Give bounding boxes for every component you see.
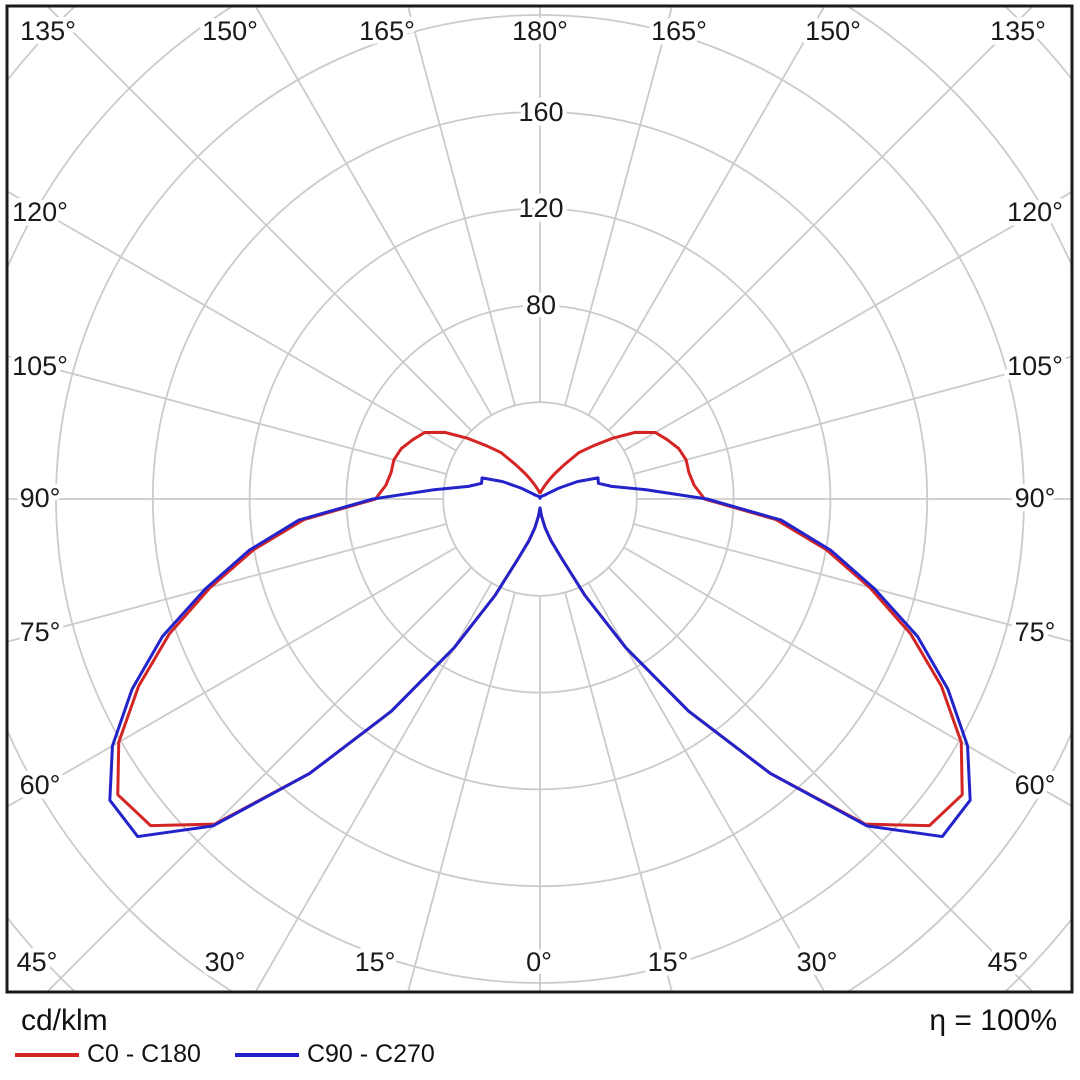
grid-radial-line: [633, 523, 1072, 643]
grid-radial-line: [564, 6, 674, 406]
legend-item-c0-c180: C0 - C180: [15, 1040, 201, 1069]
grid-radial-line: [587, 6, 826, 416]
grid-radial-line: [254, 582, 493, 992]
angle-label: 0°: [526, 947, 552, 977]
angle-label: 45°: [988, 947, 1029, 977]
angle-label: 165°: [359, 16, 415, 46]
radial-label: 160: [518, 97, 563, 127]
curve-c90-c270: [108, 476, 972, 839]
grid-radial-line: [564, 592, 674, 992]
angle-label: 15°: [648, 947, 689, 977]
grid-radial-line: [254, 6, 493, 416]
grid-radial-line: [7, 355, 447, 475]
angle-label: 105°: [1007, 351, 1063, 381]
angle-label: 105°: [12, 351, 68, 381]
angle-label: 60°: [20, 770, 61, 800]
grid-radial-line: [7, 546, 457, 808]
grid-radial-line: [587, 582, 826, 992]
angle-label: 90°: [1015, 483, 1056, 513]
grid-radial-line: [45, 6, 473, 432]
radial-label: 120: [518, 193, 563, 223]
legend-line-blue: [234, 1052, 299, 1057]
angle-label: 150°: [202, 16, 258, 46]
grid-radial-line: [633, 355, 1072, 475]
angle-label: 150°: [805, 16, 861, 46]
angle-label: 180°: [512, 16, 568, 46]
angle-label: 75°: [1015, 617, 1056, 647]
chart-frame: [5, 4, 1074, 994]
grid-radial-line: [607, 566, 1035, 992]
angle-label: 15°: [355, 947, 396, 977]
radial-label: 80: [526, 290, 556, 320]
angle-label: 165°: [651, 16, 707, 46]
angle-label: 120°: [12, 197, 68, 227]
grid-radial-line: [607, 6, 1035, 432]
units-label: cd/klm: [21, 1004, 108, 1037]
grid-radial-line: [406, 592, 516, 992]
legend-label-c90-c270: C90 - C270: [306, 1040, 435, 1068]
light-output-ratio-label: η = 100%: [929, 1004, 1057, 1037]
legend-item-c90-c270: C90 - C270: [234, 1040, 435, 1069]
angle-label: 135°: [20, 16, 76, 46]
grid-radial-line: [623, 190, 1072, 452]
legend-line-red: [15, 1052, 79, 1057]
angle-label: 30°: [205, 947, 246, 977]
angle-label: 75°: [20, 617, 61, 647]
angle-label: 135°: [990, 16, 1046, 46]
grid-radial-line: [45, 566, 473, 992]
angle-label: 45°: [17, 947, 58, 977]
grid-radial-line: [7, 190, 457, 452]
angle-label: 90°: [20, 483, 61, 513]
grid-radial-line: [7, 523, 447, 643]
angle-label: 60°: [1015, 770, 1056, 800]
grid-radial-line: [406, 6, 516, 406]
angle-label: 30°: [797, 947, 838, 977]
angle-label: 120°: [1007, 197, 1063, 227]
legend: C0 - C180 C90 - C270: [15, 1040, 435, 1069]
legend-label-c0-c180: C0 - C180: [87, 1040, 201, 1068]
grid-radial-line: [623, 546, 1072, 808]
